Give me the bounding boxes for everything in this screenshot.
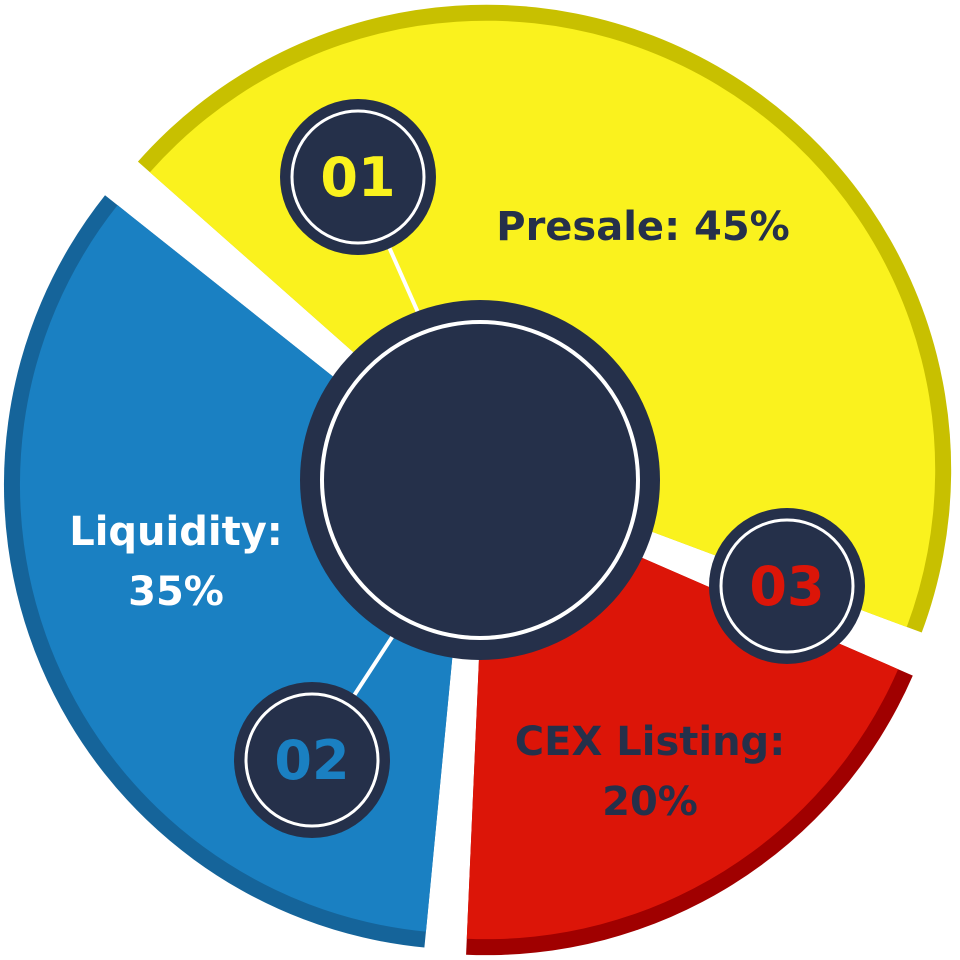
slice-presale-label-line-1: Presale: 45%: [496, 204, 789, 250]
center-hub-ring: [320, 320, 640, 640]
slice-liquidity-label-line-2: 35%: [128, 569, 224, 615]
center-hub: [300, 300, 660, 660]
badge-cex-listing-number: 03: [749, 555, 824, 618]
badge-liquidity-outer: [234, 682, 390, 838]
slice-cex-listing-label-line-2: 20%: [602, 779, 698, 825]
badge-cex-listing-ring: [719, 518, 855, 654]
badge-liquidity-number: 02: [274, 729, 349, 792]
badge-presale-ring: [290, 109, 426, 245]
slice-cex-listing-label-line-1: CEX Listing:: [515, 719, 785, 765]
number-badges: 01 03 02: [234, 99, 865, 838]
badge-presale: 01: [280, 99, 436, 255]
slice-labels: Presale: 45% CEX Listing: 20% Liquidity: 35%: [69, 204, 790, 825]
badge-presale-number: 01: [320, 146, 395, 209]
badge-cex-listing: 03: [709, 508, 865, 664]
badge-liquidity: 02: [234, 682, 390, 838]
pie-slices: [3, 4, 952, 956]
badge-presale-outer: [280, 99, 436, 255]
badge-liquidity-ring: [244, 692, 380, 828]
slice-liquidity-label-line-1: Liquidity:: [69, 509, 283, 555]
badge-cex-listing-outer: [709, 508, 865, 664]
